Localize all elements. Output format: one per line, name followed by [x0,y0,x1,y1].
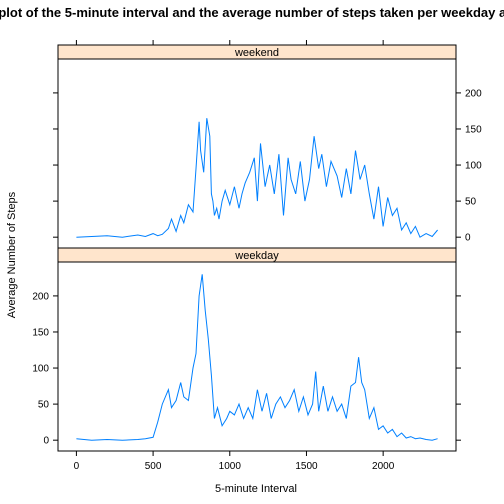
y-axis-label: Average Number of Steps [6,191,18,318]
y-tick-label-weekend-100: 100 [465,161,482,172]
strip-label-weekend: weekend [234,47,279,59]
panels-group: weekend weekday [57,44,457,452]
y-tick-label-weekday-0: 0 [43,436,49,447]
x-tick-label-2000: 2000 [372,461,395,472]
y-tick-label-weekday-50: 50 [38,400,50,411]
strip-label-weekday: weekday [234,250,279,262]
x-tick-label-1500: 1500 [295,461,318,472]
chart-title: Time series plot of the 5-minute interva… [0,5,504,20]
x-tick-label-500: 500 [145,461,162,472]
series-line-weekday [76,274,438,441]
x-tick-label-0: 0 [74,461,80,472]
x-axis-label: 5-minute Interval [215,483,297,495]
y-tick-label-weekend-200: 200 [465,88,482,99]
y-tick-label-weekday-100: 100 [32,364,49,375]
panel-frame-weekday [57,261,457,452]
y-tick-label-weekend-0: 0 [465,233,471,244]
x-tick-label-1000: 1000 [219,461,242,472]
y-tick-label-weekend-150: 150 [465,124,482,135]
series-line-weekend [76,118,438,238]
y-tick-label-weekend-50: 50 [465,197,477,208]
panel-frame-weekend [57,58,457,249]
y-tick-label-weekday-150: 150 [32,327,49,338]
y-tick-label-weekday-200: 200 [32,291,49,302]
